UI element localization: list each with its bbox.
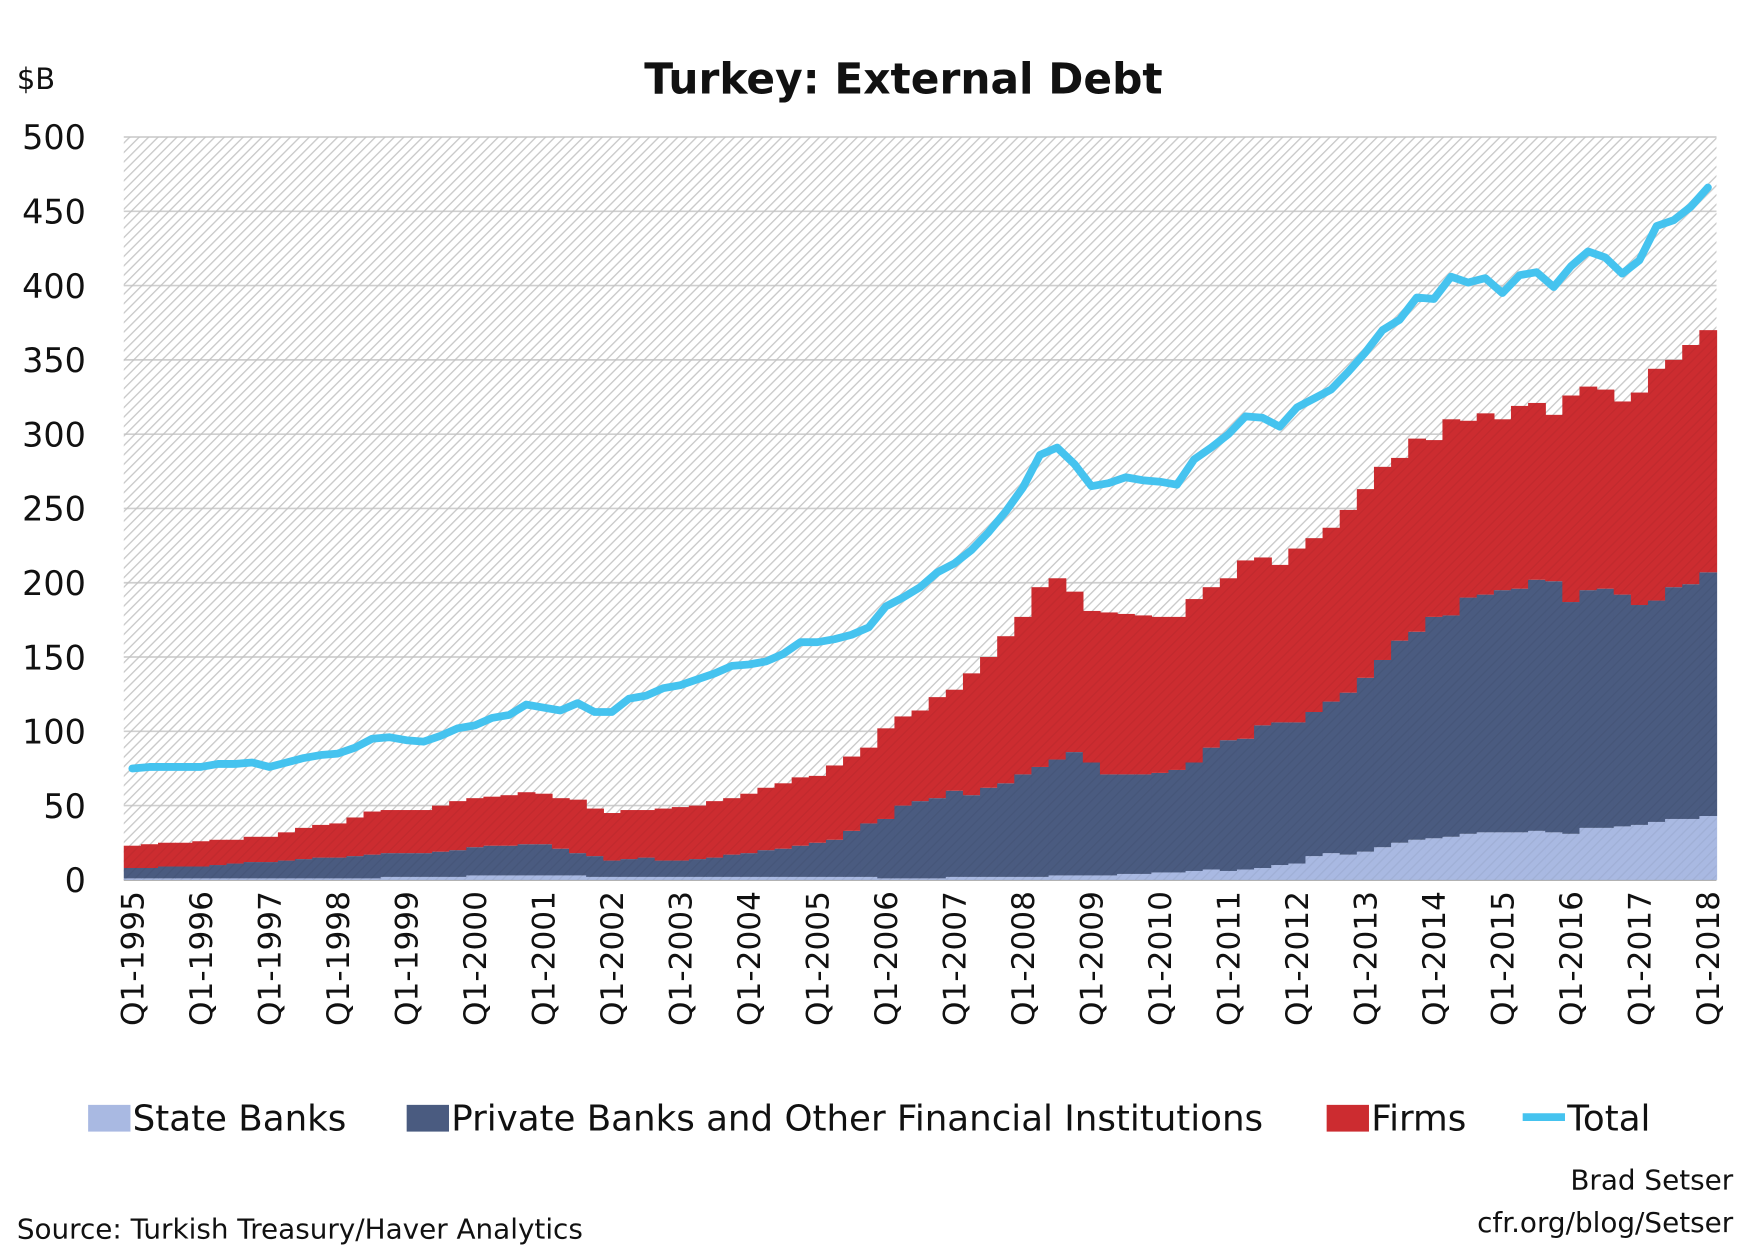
x-tick-label: Q1-2000 — [458, 891, 494, 1026]
x-tick-label: Q1-2005 — [801, 891, 837, 1026]
x-tick-label: Q1-2004 — [732, 891, 768, 1026]
y-tick-label: 0 — [65, 861, 86, 900]
legend-swatch — [88, 1104, 131, 1132]
x-tick-label: Q1-2003 — [663, 891, 699, 1026]
legend-label: Private Banks and Other Financial Instit… — [451, 1098, 1263, 1139]
y-tick-label: 350 — [22, 341, 86, 380]
plot-hatch-overlay — [123, 136, 1717, 880]
y-tick-label: 50 — [43, 787, 86, 826]
y-tick-label: 300 — [22, 415, 86, 454]
y-tick-label: 100 — [22, 713, 86, 752]
legend-item: Private Banks and Other Financial Instit… — [406, 1098, 1263, 1139]
y-axis-unit: $B — [17, 62, 55, 96]
x-tick-label: Q1-2017 — [1623, 891, 1659, 1026]
y-tick-label: 500 — [22, 118, 86, 157]
source-note: Source: Turkish Treasury/Haver Analytics — [17, 1213, 583, 1246]
legend-swatch — [1326, 1104, 1369, 1132]
x-tick-label: Q1-2013 — [1349, 891, 1385, 1026]
site-credit: cfr.org/blog/Setser — [1477, 1206, 1734, 1239]
x-tick-label: Q1-2012 — [1280, 891, 1316, 1026]
x-tick-label: Q1-2008 — [1006, 891, 1042, 1026]
x-tick-label: Q1-2018 — [1691, 891, 1727, 1026]
x-tick-label: Q1-2011 — [1212, 891, 1248, 1026]
x-tick-label: Q1-2002 — [595, 891, 631, 1026]
x-tick-label: Q1-2010 — [1143, 891, 1179, 1026]
x-tick-label: Q1-2006 — [869, 891, 905, 1026]
chart-title: Turkey: External Debt — [644, 55, 1162, 104]
legend-item: Total — [1522, 1098, 1650, 1139]
x-tick-label: Q1-2015 — [1486, 891, 1522, 1026]
x-tick-label: Q1-2009 — [1075, 891, 1111, 1026]
x-tick-label: Q1-1996 — [184, 891, 220, 1026]
legend-item: State Banks — [88, 1098, 346, 1139]
total-line — [128, 183, 1712, 773]
x-tick-label: Q1-2016 — [1554, 891, 1590, 1026]
legend-swatch — [406, 1104, 449, 1132]
legend-label: Total — [1566, 1098, 1650, 1139]
legend-label: Firms — [1371, 1098, 1466, 1139]
x-tick-label: Q1-1998 — [321, 891, 357, 1026]
x-tick-label: Q1-2001 — [526, 891, 562, 1026]
x-tick-label: Q1-2014 — [1417, 891, 1453, 1026]
y-tick-label: 400 — [22, 267, 86, 306]
y-tick-label: 200 — [22, 564, 86, 603]
x-tick-label: Q1-1995 — [115, 891, 151, 1026]
x-tick-label: Q1-1999 — [389, 891, 425, 1026]
y-tick-label: 150 — [22, 638, 86, 677]
author-credit: Brad Setser — [1570, 1164, 1733, 1197]
x-tick-label: Q1-1997 — [252, 891, 288, 1026]
x-tick-label: Q1-2007 — [938, 891, 974, 1026]
y-tick-label: 450 — [22, 193, 86, 232]
legend-label: State Banks — [133, 1098, 347, 1139]
legend-item: Firms — [1326, 1098, 1466, 1139]
y-tick-label: 250 — [22, 490, 86, 529]
